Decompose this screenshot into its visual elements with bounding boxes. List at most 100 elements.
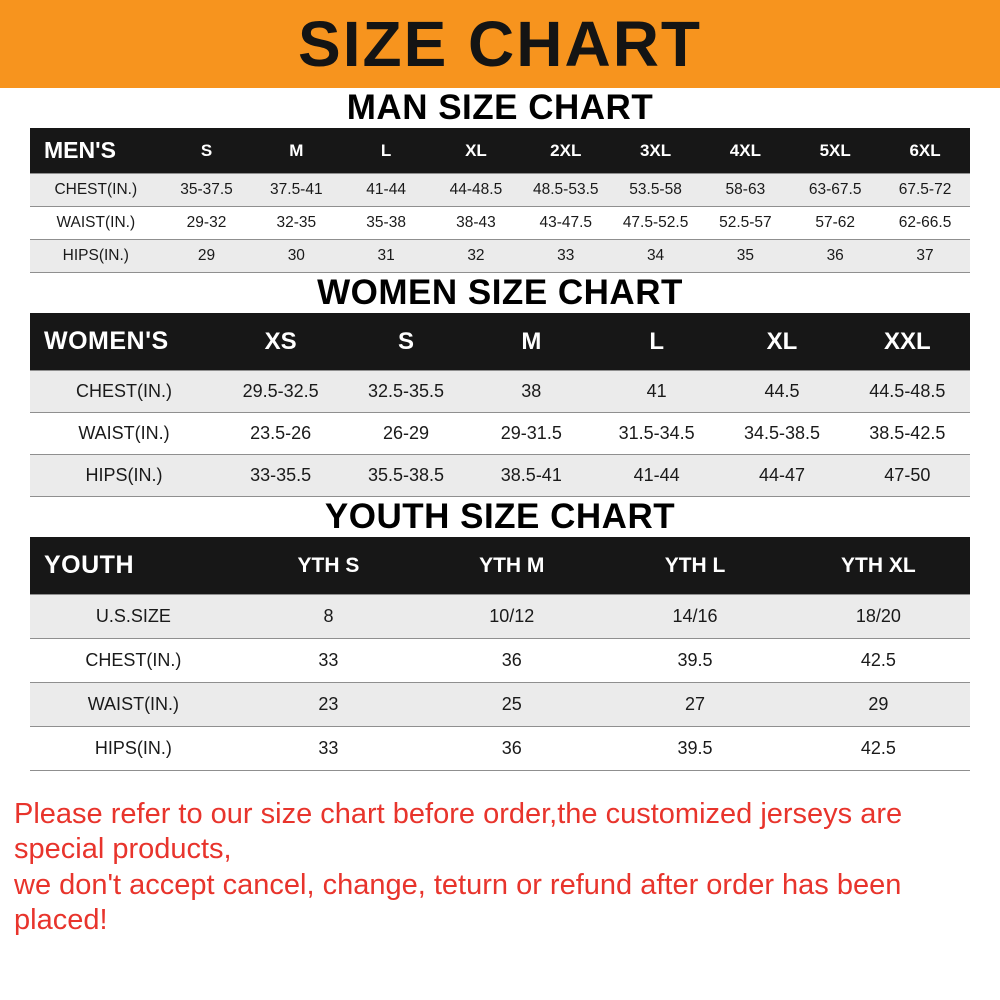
measurement-cell: 34.5-38.5 [719, 412, 845, 455]
size-column-header: 6XL [880, 128, 970, 174]
size-column-header: YTH L [603, 537, 787, 595]
measurement-cell: 67.5-72 [880, 173, 970, 207]
women-size-chart-section: WOMEN SIZE CHART WOMEN'S XS S M L XL XXL CHEST(… [0, 273, 1000, 497]
measurement-cell: 33-35.5 [218, 454, 344, 497]
measurement-row: HIPS(IN.) 33-35.5 35.5-38.5 38.5-41 41-44 44-… [30, 454, 970, 497]
measurement-cell: 35-38 [341, 206, 432, 240]
table-title-cell: MEN'S [30, 128, 162, 174]
measurement-cell: 36 [420, 726, 604, 771]
size-column-header: XS [218, 313, 344, 371]
measurement-cell: 10/12 [420, 594, 604, 639]
measurement-cell: 41-44 [341, 173, 432, 207]
measurement-cell: 37 [880, 239, 970, 273]
measurement-cell: 29-31.5 [468, 412, 594, 455]
measurement-cell: 29 [161, 239, 252, 273]
measurement-cell: 43-47.5 [520, 206, 611, 240]
man-section-heading: MAN SIZE CHART [346, 88, 654, 127]
row-label-cell: CHEST(IN.) [30, 173, 162, 207]
measurement-row: CHEST(IN.) 35-37.5 37.5-41 41-44 44-48.5 48.5… [30, 173, 970, 207]
measurement-cell: 44-47 [719, 454, 845, 497]
measurement-cell: 47.5-52.5 [610, 206, 701, 240]
measurement-cell: 34 [610, 239, 701, 273]
measurement-cell: 29 [786, 682, 970, 727]
measurement-row: WAIST(IN.) 29-32 32-35 35-38 38-43 43-47.5 47.… [30, 206, 970, 240]
size-column-header: L [341, 128, 432, 174]
row-label-cell: HIPS(IN.) [30, 239, 162, 273]
measurement-cell: 39.5 [603, 726, 787, 771]
measurement-cell: 38 [468, 370, 594, 413]
row-label-cell: HIPS(IN.) [30, 726, 237, 771]
measurement-cell: 32-35 [251, 206, 342, 240]
table-title-cell: WOMEN'S [30, 313, 218, 371]
measurement-cell: 31.5-34.5 [593, 412, 720, 455]
measurement-cell: 62-66.5 [880, 206, 970, 240]
measurement-row: CHEST(IN.) 33 36 39.5 42.5 [30, 638, 970, 683]
row-label-cell: HIPS(IN.) [30, 454, 218, 497]
measurement-row: U.S.SIZE 8 10/12 14/16 18/20 [30, 594, 970, 639]
mens-size-table: MEN'S S M L XL 2XL 3XL 4XL 5XL 6XL CHEST(IN.) 35-37… [30, 128, 970, 273]
row-label-cell: WAIST(IN.) [30, 682, 237, 727]
man-size-chart-section: MAN SIZE CHART MEN'S S M L XL 2XL 3XL 4XL 5XL 6XL… [0, 88, 1000, 273]
row-label-cell: WAIST(IN.) [30, 206, 162, 240]
measurement-cell: 26-29 [343, 412, 469, 455]
banner-title: SIZE CHART [298, 8, 702, 80]
measurement-row: HIPS(IN.) 29 30 31 32 33 34 35 36 37 [30, 239, 970, 273]
measurement-cell: 52.5-57 [700, 206, 791, 240]
measurement-cell: 25 [420, 682, 604, 727]
youth-size-chart-section: YOUTH SIZE CHART YOUTH YTH S YTH M YTH L YTH… [0, 497, 1000, 771]
size-column-header: 4XL [700, 128, 791, 174]
size-column-header: YTH M [420, 537, 604, 595]
measurement-cell: 14/16 [603, 594, 787, 639]
measurement-cell: 29-32 [161, 206, 252, 240]
womens-size-table: WOMEN'S XS S M L XL XXL CHEST(IN.) 29.5-32.5 32.5… [30, 313, 970, 497]
size-column-header: S [161, 128, 252, 174]
measurement-cell: 31 [341, 239, 432, 273]
measurement-cell: 41 [593, 370, 720, 413]
measurement-row: WAIST(IN.) 23.5-26 26-29 29-31.5 31.5-34.5 34… [30, 412, 970, 455]
measurement-row: CHEST(IN.) 29.5-32.5 32.5-35.5 38 41 44.5 44.5… [30, 370, 970, 413]
measurement-cell: 38-43 [431, 206, 521, 240]
disclaimer-line-1: Please refer to our size chart before or… [14, 798, 903, 866]
measurement-cell: 23.5-26 [218, 412, 344, 455]
row-label-cell: CHEST(IN.) [30, 370, 218, 413]
measurement-cell: 29.5-32.5 [218, 370, 344, 413]
size-column-header: 5XL [790, 128, 881, 174]
measurement-cell: 38.5-42.5 [844, 412, 970, 455]
measurement-cell: 27 [603, 682, 787, 727]
size-column-header: XL [719, 313, 845, 371]
disclaimer-text: Please refer to our size chart before or… [14, 797, 986, 939]
size-chart-banner: SIZE CHART [0, 0, 1000, 88]
measurement-cell: 35 [700, 239, 791, 273]
measurement-cell: 32 [431, 239, 521, 273]
measurement-cell: 33 [520, 239, 611, 273]
disclaimer-line-2: we don't accept cancel, change, teturn o… [14, 868, 902, 937]
measurement-cell: 30 [251, 239, 342, 273]
measurement-cell: 18/20 [786, 594, 970, 639]
size-column-header: XXL [844, 313, 970, 371]
size-column-header: 2XL [520, 128, 611, 174]
measurement-cell: 37.5-41 [251, 173, 342, 207]
size-column-header: XL [431, 128, 521, 174]
measurement-cell: 42.5 [786, 638, 970, 683]
measurement-cell: 44-48.5 [431, 173, 521, 207]
header-row: WOMEN'S XS S M L XL XXL [30, 313, 970, 371]
measurement-cell: 33 [236, 638, 421, 683]
measurement-cell: 41-44 [593, 454, 720, 497]
header-row: YOUTH YTH S YTH M YTH L YTH XL [30, 537, 970, 595]
measurement-cell: 33 [236, 726, 421, 771]
size-column-header: 3XL [610, 128, 701, 174]
size-column-header: M [251, 128, 342, 174]
measurement-cell: 44.5-48.5 [844, 370, 970, 413]
measurement-cell: 63-67.5 [790, 173, 881, 207]
measurement-cell: 8 [236, 594, 421, 639]
measurement-row: WAIST(IN.) 23 25 27 29 [30, 682, 970, 727]
size-column-header: M [468, 313, 594, 371]
youth-size-table: YOUTH YTH S YTH M YTH L YTH XL U.S.SIZE 8 10/12… [30, 537, 970, 771]
row-label-cell: U.S.SIZE [30, 594, 237, 639]
measurement-cell: 38.5-41 [468, 454, 594, 497]
row-label-cell: CHEST(IN.) [30, 638, 237, 683]
size-column-header: YTH XL [786, 537, 970, 595]
measurement-cell: 35.5-38.5 [343, 454, 469, 497]
row-label-cell: WAIST(IN.) [30, 412, 218, 455]
